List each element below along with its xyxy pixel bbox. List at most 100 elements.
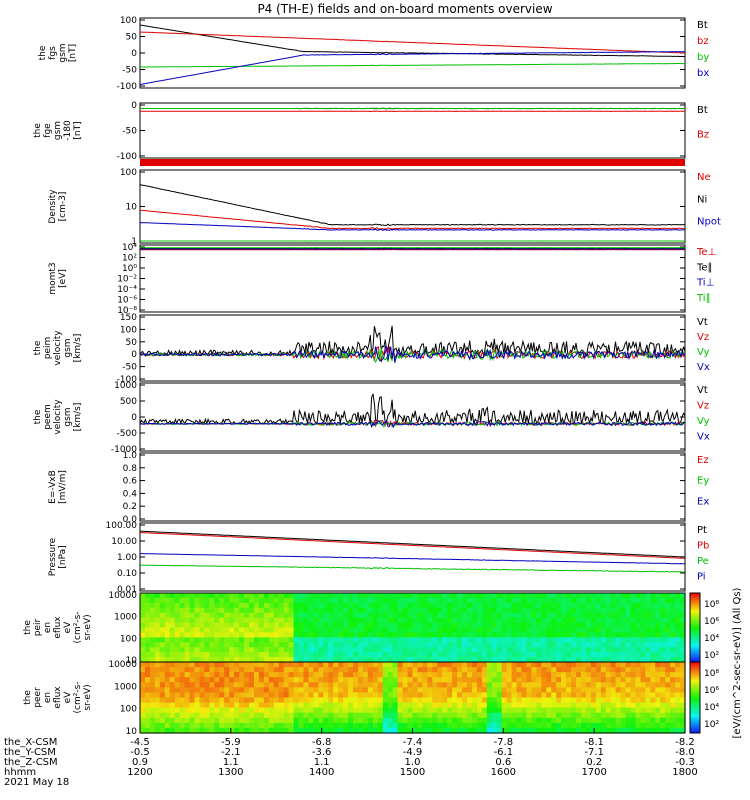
series-line-red xyxy=(139,31,686,54)
spectrogram-cell xyxy=(645,722,651,729)
y-tick-label: 1 xyxy=(131,237,137,247)
legend-item: bz xyxy=(697,36,709,47)
spectrogram-cell xyxy=(680,677,686,683)
legend-item: Vx xyxy=(697,362,710,373)
spectrogram-cell xyxy=(263,597,270,604)
spectrogram-cell xyxy=(585,687,592,694)
spectrogram-cell xyxy=(501,682,508,688)
spectrogram-cell xyxy=(348,627,354,633)
spectrogram-cell xyxy=(402,607,409,614)
spectrogram-cell xyxy=(546,637,552,643)
spectrogram-cell xyxy=(258,597,265,604)
spectrogram-cell xyxy=(214,662,220,668)
spectrogram-cell xyxy=(581,647,587,653)
spectrogram-cell xyxy=(140,612,146,619)
spectrogram-cell xyxy=(164,627,171,633)
y-tick-label: 100 xyxy=(120,325,137,335)
spectrogram-cell xyxy=(585,627,592,633)
legend-item: Vx xyxy=(697,432,710,443)
spectrogram-cell xyxy=(620,712,627,719)
spectrogram-cell xyxy=(278,657,285,663)
spectrogram-cell xyxy=(531,672,537,678)
spectrogram-cell xyxy=(293,642,300,648)
spectrogram-cell xyxy=(348,607,354,614)
spectrogram-cell xyxy=(239,727,245,734)
spectrogram-cell xyxy=(140,662,146,668)
spectrogram-cell xyxy=(541,682,547,688)
spectrogram-cell xyxy=(546,662,552,668)
spectrogram-cell xyxy=(358,593,364,599)
spectrogram-cell xyxy=(313,652,319,658)
spectrogram-cell xyxy=(670,647,676,653)
spectrogram-cell xyxy=(149,652,156,658)
spectrogram-cell xyxy=(447,632,453,638)
spectrogram-cell xyxy=(566,607,572,614)
spectrogram-cell xyxy=(382,672,389,678)
spectrogram-cell xyxy=(244,682,250,688)
legend-item: by xyxy=(697,52,709,63)
spectrogram-cell xyxy=(263,682,270,688)
spectrogram-cell xyxy=(407,602,414,609)
legend-item: Vy xyxy=(697,347,710,358)
spectrogram-cell xyxy=(372,727,379,734)
spectrogram-cell xyxy=(630,722,637,729)
spectrogram-cell xyxy=(174,617,181,624)
spectrogram-cell xyxy=(382,627,389,633)
spectrogram-cell xyxy=(353,617,359,624)
spectrogram-cell xyxy=(442,702,448,709)
spectrogram-cell xyxy=(680,682,686,688)
spectrogram-cell xyxy=(590,652,597,658)
spectrogram-cell xyxy=(377,687,384,694)
spectrogram-cell xyxy=(184,692,191,699)
spectrogram-cell xyxy=(348,602,354,609)
spectrogram-cell xyxy=(595,687,602,694)
spectrogram-cell xyxy=(442,677,448,683)
spectrogram-cell xyxy=(328,667,334,673)
spectrogram-cell xyxy=(184,612,191,619)
spectrogram-cell xyxy=(169,672,176,678)
spectrogram-cell xyxy=(581,593,587,599)
spectrogram-cell xyxy=(437,593,443,599)
spectrogram-cell xyxy=(476,717,483,724)
spectrogram-cell xyxy=(590,667,597,673)
spectrogram-cell xyxy=(447,647,453,653)
spectrogram-cell xyxy=(372,667,379,673)
spectrogram-cell xyxy=(581,702,587,709)
spectrogram-cell xyxy=(343,657,349,663)
spectrogram-cell xyxy=(214,667,220,673)
spectrogram-cell xyxy=(551,682,557,688)
spectrogram-cell xyxy=(244,712,250,719)
colorbar-cell xyxy=(690,665,700,668)
spectrogram-cell xyxy=(382,607,389,614)
spectrogram-cell xyxy=(590,602,597,609)
spectrogram-cell xyxy=(219,597,225,604)
spectrogram-cell xyxy=(610,607,617,614)
spectrogram-cell xyxy=(476,727,483,734)
spectrogram-cell xyxy=(199,657,206,663)
spectrogram-cell xyxy=(422,627,428,633)
spectrogram-cell xyxy=(363,652,369,658)
spectrogram-cell xyxy=(229,712,235,719)
spectrogram-cell xyxy=(556,677,562,683)
spectrogram-cell xyxy=(199,672,206,678)
spectrogram-cell xyxy=(258,707,265,714)
spectrogram-cell xyxy=(625,652,632,658)
spectrogram-cell xyxy=(239,642,245,648)
spectrogram-cell xyxy=(531,622,537,629)
spectrogram-cell xyxy=(481,697,488,704)
spectrogram-cell xyxy=(149,597,156,604)
spectrogram-cell xyxy=(288,652,295,658)
spectrogram-cell xyxy=(665,677,671,683)
y-axis-label: gsm xyxy=(63,338,73,357)
spectrogram-cell xyxy=(184,642,191,648)
spectrogram-cell xyxy=(467,607,473,614)
spectrogram-cell xyxy=(472,647,478,653)
spectrogram-cell xyxy=(645,682,651,688)
spectrogram-cell xyxy=(288,722,295,729)
spectrogram-cell xyxy=(590,647,597,653)
spectrogram-cell xyxy=(149,662,156,668)
spectrogram-cell xyxy=(680,702,686,709)
spectrogram-cell xyxy=(635,702,642,709)
spectrogram-cell xyxy=(605,602,612,609)
spectrogram-cell xyxy=(303,692,310,699)
